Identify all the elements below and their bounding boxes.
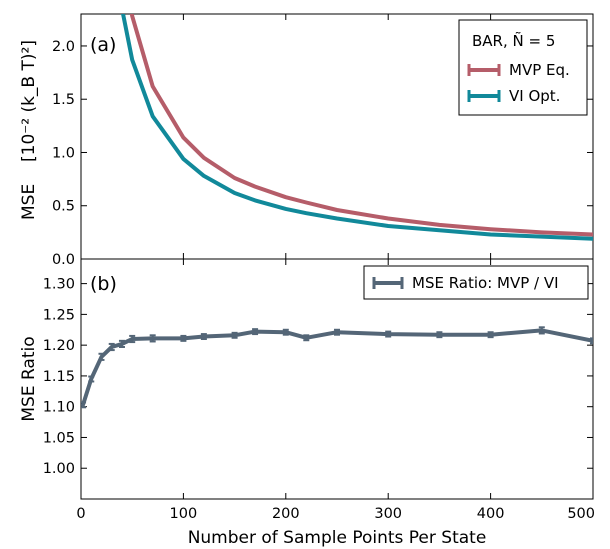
legend-label: MVP Eq. — [509, 61, 570, 79]
panel-b-ytick-label: 1.00 — [43, 461, 75, 477]
panel-b-ytick-label: 1.10 — [43, 400, 75, 416]
panel-a-ytick-label: 1.0 — [52, 145, 75, 161]
panel-a-ytick-label: 2.0 — [52, 39, 75, 55]
panel-a-y-ticks: 0.0 0.5 1.0 1.5 2.0 — [52, 14, 594, 268]
panel-a-legend-items: MVP Eq. VI Opt. — [467, 61, 570, 105]
panel-b-ytick-label: 1.25 — [43, 307, 75, 323]
series-line-a-0 — [129, 14, 593, 237]
series-line-b-0 — [81, 328, 593, 407]
panel-b-xtick-label: 0 — [76, 506, 85, 522]
panel-a-ytick-label: 0.0 — [52, 252, 75, 268]
panel-b-xtick-label: 200 — [272, 506, 300, 522]
panel-b: 1.00 1.05 1.10 1.15 1.20 1.25 1.30 0 100 200 300 4… — [19, 258, 595, 548]
panel-b-xtick-label: 100 — [170, 506, 198, 522]
panel-a-series — [121, 14, 593, 241]
panel-a-ytick-label: 0.5 — [52, 199, 75, 215]
panel-b-ytick-label: 1.30 — [43, 277, 75, 293]
panel-a-ytick-label: 1.5 — [52, 92, 75, 108]
panel-a-ylabel: MSE — [19, 184, 39, 220]
panel-a-legend: BAR, Ñ = 5 MVP Eq. VI Opt. — [458, 19, 588, 116]
panel-b-xlabel: Number of Sample Points Per State — [188, 528, 487, 548]
panel-b-xtick-label: 400 — [477, 506, 505, 522]
legend-label: MSE Ratio: MVP / VI — [412, 274, 559, 292]
panel-b-legend: MSE Ratio: MVP / VI — [363, 265, 589, 300]
series-line-a-1 — [121, 14, 593, 241]
panel-b-legend-items: MSE Ratio: MVP / VI — [372, 274, 559, 292]
legend-label: VI Opt. — [509, 87, 560, 105]
panel-b-frame — [80, 258, 594, 500]
panel-a-ylabel-units: [10⁻² (k_B T)²] — [19, 40, 39, 162]
panel-b-xtick-label: 300 — [374, 506, 402, 522]
panel-b-ytick-label: 1.15 — [43, 369, 75, 385]
panel-a: 0.00.51.01.52.0 (a) MSE [10⁻² (k_B T)²] … — [19, 13, 594, 268]
panel-b-x-ticks: 0 100 200 300 400 500 — [76, 506, 595, 522]
panel-b-y-ticks: 1.00 1.05 1.10 1.15 1.20 1.25 1.30 — [43, 259, 594, 499]
panel-a-legend-frame — [458, 19, 588, 116]
panel-a-legend-title: BAR, Ñ = 5 — [472, 31, 555, 50]
panel-a-ylabel-group: MSE [10⁻² (k_B T)²] — [19, 40, 39, 220]
panel-b-ytick-label: 1.05 — [43, 430, 75, 446]
panel-b-series — [81, 326, 593, 409]
panel-b-ytick-label: 1.20 — [43, 338, 75, 354]
panel-b-ylabel: MSE Ratio — [19, 336, 39, 421]
panel-a-label: (a) — [90, 34, 116, 56]
panel-b-xtick-label: 500 — [567, 506, 595, 522]
panel-b-label: (b) — [90, 273, 117, 295]
